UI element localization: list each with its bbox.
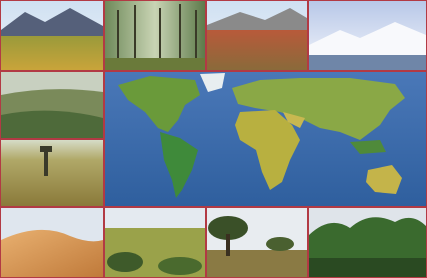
ground	[207, 250, 307, 277]
bushes	[1, 111, 103, 138]
ground	[105, 58, 205, 70]
trunk	[226, 234, 230, 256]
tile-savanna	[105, 208, 205, 277]
tower-top	[40, 146, 52, 152]
tile-shrubland	[1, 72, 103, 138]
bush	[158, 257, 202, 275]
tile-forest	[105, 1, 205, 70]
tile-desert	[1, 208, 103, 277]
trees	[1, 36, 103, 70]
tile-grassland	[1, 140, 103, 206]
tile-acacia	[207, 208, 307, 277]
tundra	[207, 30, 307, 70]
undergrowth	[309, 258, 426, 277]
tile-boreal	[1, 1, 103, 70]
biome-collage	[0, 0, 427, 278]
tile-tundra	[207, 1, 307, 70]
tree-crown	[266, 237, 294, 251]
page: (() => { const data = JSON.parse(documen…	[0, 0, 427, 278]
world-map	[105, 72, 426, 206]
tower	[44, 148, 48, 176]
water	[309, 55, 426, 70]
tile-ice	[309, 1, 426, 70]
bush	[107, 252, 143, 272]
tile-rainforest	[309, 208, 426, 277]
